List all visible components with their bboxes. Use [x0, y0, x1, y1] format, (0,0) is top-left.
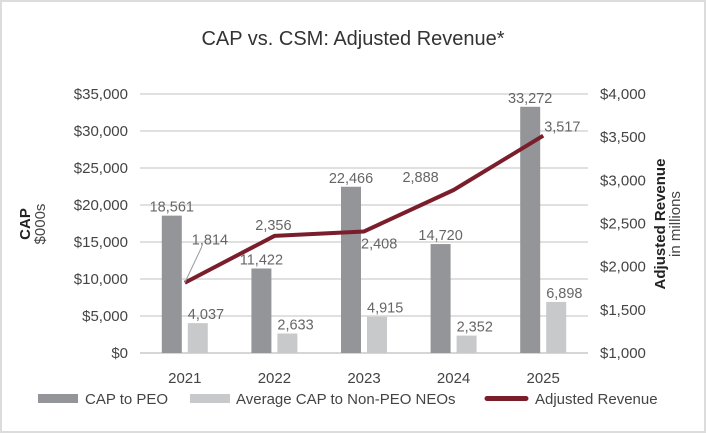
y-tick-label: $35,000 [74, 86, 128, 103]
data-label-revenue: 1,814 [192, 233, 228, 249]
y2-tick-label: $3,500 [600, 129, 646, 146]
leader-line [184, 246, 203, 283]
data-label-cap-neo: 4,915 [367, 301, 403, 317]
data-label-revenue: 2,356 [255, 218, 291, 234]
data-label-cap-neo: 4,037 [188, 307, 224, 323]
legend: CAP to PEO Average CAP to Non-PEO NEOs A… [38, 391, 658, 408]
data-label-cap-peo: 11,422 [240, 252, 283, 268]
y-tick-label: $25,000 [74, 160, 128, 177]
bar-cap-peo [520, 106, 541, 353]
x-tick-label: 2022 [258, 370, 291, 387]
y-tick-label: $30,000 [74, 123, 128, 140]
line-adjusted-revenue [183, 133, 545, 285]
y2-tick-label: $2,500 [600, 216, 646, 233]
bar-cap-neo [187, 323, 208, 353]
data-label-revenue: 2,408 [361, 236, 397, 252]
bar-cap-neo [367, 316, 387, 353]
y2-tick-label: $2,000 [600, 259, 646, 276]
x-tick-label: 2021 [168, 370, 201, 387]
x-tick-label: 2025 [527, 370, 560, 387]
y2-tick-label: $1,500 [600, 302, 646, 319]
chart-title: CAP vs. CSM: Adjusted Revenue* [201, 28, 504, 50]
x-tick-label: 2024 [437, 370, 470, 387]
bar-cap-peo [251, 268, 272, 353]
legend-label-cap-peo: CAP to PEO [85, 391, 168, 408]
data-label-cap-peo: 18,561 [150, 200, 194, 216]
y-tick-label: $10,000 [74, 271, 128, 288]
legend-swatch-cap-neo [190, 394, 230, 403]
x-tick-label: 2023 [347, 370, 380, 387]
data-label-revenue: 2,888 [402, 170, 438, 186]
data-label-cap-peo: 33,272 [508, 91, 552, 107]
y2-axis-label: Adjusted Revenue [652, 159, 669, 290]
data-label-cap-neo: 6,898 [546, 286, 582, 302]
y2-tick-label: $4,000 [600, 86, 646, 103]
legend-swatch-cap-peo [38, 394, 78, 403]
bar-cap-neo [546, 301, 567, 353]
y-tick-label: $15,000 [74, 234, 128, 251]
bar-cap-peo [161, 215, 182, 353]
y2-tick-label: $3,000 [600, 172, 646, 189]
y-tick-label: $5,000 [82, 308, 128, 325]
legend-label-cap-neo: Average CAP to Non-PEO NEOs [236, 391, 456, 408]
y-tick-label: $20,000 [74, 197, 128, 214]
bar-cap-peo [430, 244, 451, 353]
data-label-cap-neo: 2,633 [277, 318, 313, 334]
legend-label-revenue: Adjusted Revenue [535, 391, 658, 408]
data-label-revenue: 3,517 [544, 120, 580, 136]
data-label-cap-neo: 2,352 [457, 320, 493, 336]
y-tick-label: $0 [111, 345, 128, 362]
y-axis-sublabel: $000s [32, 204, 49, 245]
y2-axis-sublabel: in millions [667, 191, 684, 257]
data-label-cap-peo: 14,720 [418, 228, 462, 244]
bar-cap-neo [456, 335, 477, 353]
y2-tick-label: $1,000 [600, 345, 646, 362]
bar-cap-neo [277, 333, 298, 353]
data-label-cap-peo: 22,466 [329, 171, 373, 187]
y-axis-label: CAP [17, 208, 34, 240]
bar-cap-peo [341, 186, 361, 353]
